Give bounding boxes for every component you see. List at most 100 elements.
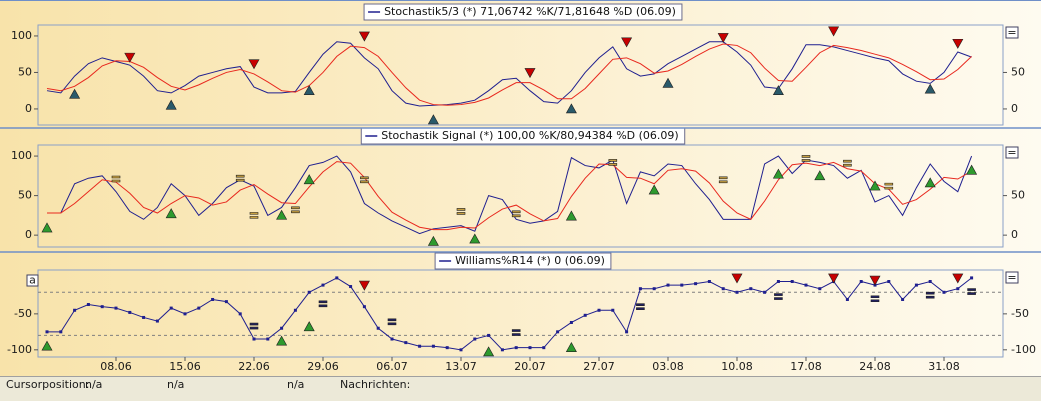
series-point	[45, 330, 49, 334]
sell-signal	[731, 273, 743, 284]
series-point	[638, 287, 642, 291]
y2-tick-label: 0	[1011, 102, 1018, 115]
y-tick-label: -50	[14, 307, 32, 320]
buy-signal	[565, 342, 577, 352]
sell-signal	[828, 273, 840, 284]
sell-signal	[869, 275, 881, 286]
series-point	[583, 313, 587, 317]
neutral-signal	[318, 300, 328, 308]
neutral-signal	[360, 176, 369, 184]
buy-signal	[303, 321, 315, 332]
neutral-signal	[235, 174, 245, 182]
series-point	[321, 283, 325, 287]
series-point	[390, 337, 394, 341]
series-point	[280, 326, 284, 330]
series-point	[418, 344, 422, 348]
series-point	[459, 348, 463, 352]
x-tick-label: 08.06	[100, 360, 132, 373]
pane-title-box	[434, 252, 612, 270]
series-point	[818, 287, 822, 291]
series-point	[445, 346, 449, 350]
series-point	[100, 305, 104, 309]
series-point	[59, 330, 63, 334]
series-point	[790, 280, 794, 284]
y2-tick-label: 50	[1011, 65, 1025, 78]
x-tick-label: 20.07	[514, 360, 546, 373]
buy-signal	[814, 170, 826, 181]
series-line	[47, 277, 972, 351]
neutral-signal	[511, 210, 521, 218]
series-point	[735, 290, 739, 294]
neutral-signal	[801, 155, 811, 162]
buy-signal	[427, 114, 439, 125]
neutral-signal	[884, 182, 894, 190]
neutral-signal	[511, 329, 521, 336]
x-tick-label: 24.08	[859, 360, 891, 373]
series-point	[197, 306, 201, 310]
neutral-signal	[249, 322, 259, 330]
pane-title: Williams%R14 (*) 0 (06.09)	[455, 254, 605, 267]
sell-signal	[358, 31, 370, 42]
sell-signal	[358, 280, 370, 291]
sell-signal	[524, 68, 536, 79]
buy-signal	[69, 88, 81, 99]
x-tick-label: 03.08	[652, 360, 684, 373]
series-point	[707, 280, 711, 284]
sell-signal	[248, 59, 260, 70]
series-point	[142, 315, 146, 319]
x-tick-label: 27.07	[583, 360, 615, 373]
pane-button-label: =	[1007, 26, 1016, 39]
series-point	[845, 297, 849, 301]
series-line	[47, 161, 972, 231]
y-tick-label: 50	[18, 189, 32, 202]
buy-signal	[469, 233, 481, 244]
neutral-signal	[456, 208, 466, 215]
x-tick-label: 31.08	[928, 360, 960, 373]
series-point	[169, 306, 173, 310]
neutral-signal	[925, 291, 935, 299]
neutral-signal	[608, 159, 618, 166]
buy-signal	[165, 208, 177, 219]
series-line	[47, 155, 973, 235]
buy-signal	[427, 235, 439, 246]
series-point	[652, 287, 656, 291]
buy-signal	[276, 335, 288, 346]
series-point	[155, 319, 159, 323]
series-point	[666, 283, 670, 287]
series-point	[266, 337, 270, 341]
x-tick-label: 06.07	[376, 360, 408, 373]
neutral-signal	[291, 206, 300, 214]
pane-button-label: =	[1007, 271, 1016, 284]
neutral-signal	[870, 295, 880, 303]
series-point	[473, 337, 477, 341]
series-point	[73, 308, 77, 312]
buy-signal	[869, 180, 881, 191]
series-point	[625, 330, 629, 334]
y2-tick-label: -100	[1011, 343, 1036, 356]
series-point	[238, 312, 242, 316]
series-point	[362, 305, 366, 309]
neutral-signal	[249, 212, 259, 219]
sell-signal	[717, 33, 729, 44]
pane-title-box	[363, 3, 683, 21]
series-point	[293, 308, 297, 312]
neutral-signal	[387, 318, 397, 326]
series-point	[431, 344, 435, 348]
buy-signal	[662, 77, 674, 88]
series-point	[970, 276, 974, 280]
series-point	[556, 330, 560, 334]
series-point	[887, 280, 891, 284]
buy-signal	[41, 340, 53, 351]
series-point	[307, 290, 311, 294]
y-tick-label: 100	[11, 149, 32, 162]
x-tick-label: 13.07	[445, 360, 477, 373]
series-point	[252, 337, 256, 341]
series-point	[542, 346, 546, 350]
neutral-signal	[967, 288, 976, 295]
series-point	[569, 320, 573, 324]
buy-signal	[772, 168, 784, 179]
series-point	[183, 312, 187, 316]
pane-title: Stochastik Signal (*) 100,00 %K/80,94384…	[381, 129, 678, 142]
series-line	[46, 43, 972, 106]
series-point	[349, 285, 353, 289]
